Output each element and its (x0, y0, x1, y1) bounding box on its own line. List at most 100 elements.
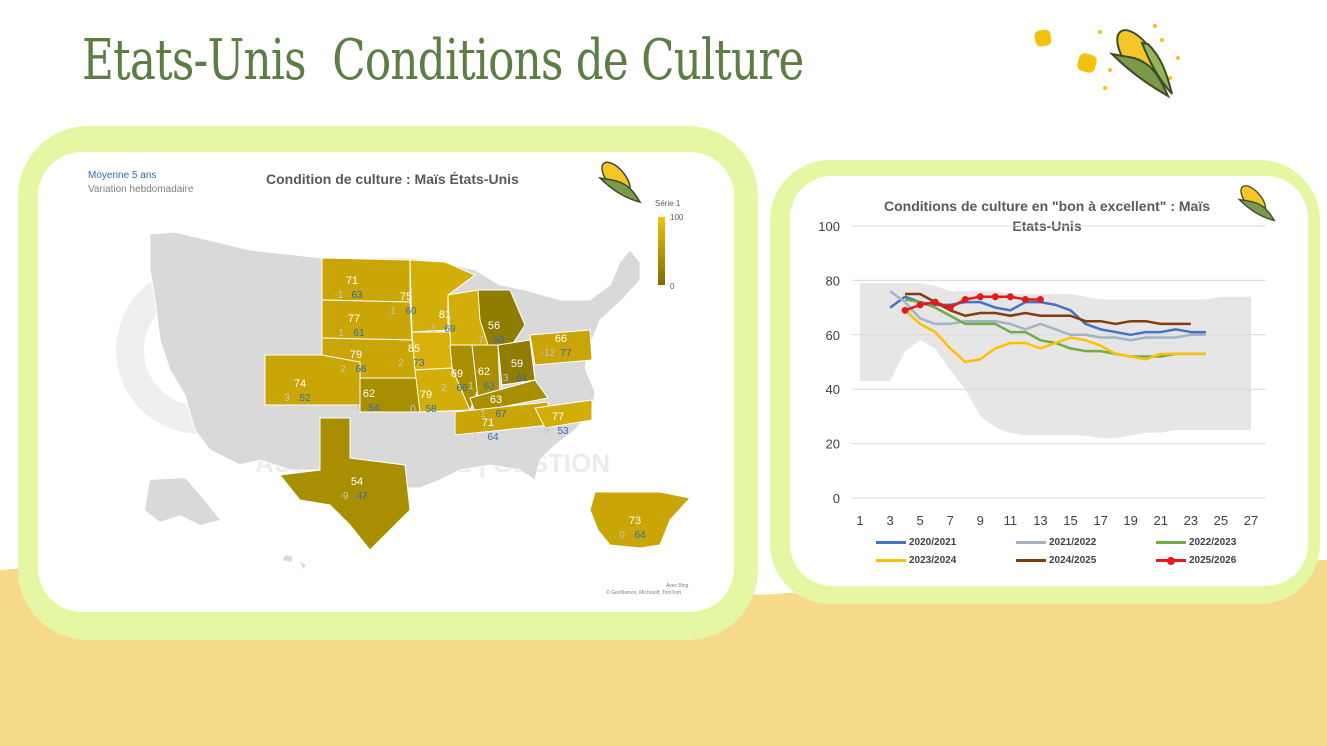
map-legend-max: 100 (670, 213, 684, 222)
state-value-label: 56 (488, 320, 500, 332)
series-marker (901, 306, 909, 314)
state-value-label: 66 (555, 333, 567, 345)
legend-swatch (876, 559, 906, 562)
x-tick-label: 15 (1063, 513, 1077, 528)
state-value-label: 62 (363, 388, 375, 400)
state-shapes (264, 257, 691, 551)
state-average-label: 52 (299, 393, 311, 404)
x-tick-label: 23 (1184, 513, 1198, 528)
legend-swatch (876, 541, 906, 544)
series-marker (916, 301, 924, 309)
x-tick-label: 19 (1123, 513, 1137, 528)
state-value-label: 71 (482, 417, 494, 429)
y-tick-label: 100 (818, 219, 840, 234)
state-value-label: 63 (490, 394, 502, 406)
state-average-label: 54 (368, 403, 380, 414)
map-subtitle-average: Moyenne 5 ans (88, 170, 157, 181)
series-marker (961, 295, 969, 303)
legend-swatch (1016, 559, 1046, 562)
series-line (905, 292, 1191, 326)
x-tick-label: 11 (1004, 513, 1018, 528)
legend-item: 2021/2022 (1016, 537, 1096, 548)
state-average-label: 64 (634, 530, 646, 541)
state-average-label: 61 (353, 328, 365, 339)
state-average-label: 64 (487, 432, 499, 443)
legend-item: 2023/2024 (876, 555, 956, 566)
state-value-label: 79 (420, 389, 432, 401)
x-tick-label: 9 (977, 513, 984, 528)
legend-swatch (1156, 541, 1186, 544)
state-value-label: 73 (629, 515, 641, 527)
x-tick-label: 1 (856, 513, 863, 528)
y-tick-label: 40 (826, 382, 840, 397)
page-title: Etats-Unis Conditions de Culture (82, 28, 830, 93)
series-line (904, 295, 1041, 312)
state-variation-label: 1 (468, 381, 474, 392)
state-value-label: 77 (348, 313, 360, 325)
series-line (889, 290, 1206, 342)
legend-label: 2022/2023 (1189, 537, 1237, 548)
state-value-label: 71 (346, 275, 358, 287)
state-variation-label: 1 (480, 409, 486, 420)
state-variation-label: 7 (478, 335, 484, 346)
state-value-label: 79 (350, 349, 362, 361)
state-variation-label: -8 (541, 426, 550, 437)
state-variation-label: 3 (284, 393, 290, 404)
state-average-label: 61 (516, 373, 528, 384)
state-variation-label: 0 (619, 530, 625, 541)
page-title-part1: Etats-Unis (82, 28, 307, 93)
state-average-label: 66 (355, 364, 367, 375)
state-pennsylvania (529, 329, 593, 366)
state-variation-label: 2 (398, 358, 404, 369)
chart-corn-icon (1237, 185, 1276, 222)
small-corn-icon (597, 161, 642, 204)
state-texas (279, 417, 411, 551)
state-average-label: 67 (495, 409, 507, 420)
state-value-label: 81 (439, 309, 451, 321)
state-average-label: 58 (493, 335, 505, 346)
state-variation-label: -12 (541, 348, 556, 359)
series-marker (931, 298, 939, 306)
state-colorado (264, 354, 361, 406)
state-average-label: 47 (356, 491, 368, 502)
x-tick-label: 13 (1033, 513, 1047, 528)
series-marker (991, 293, 999, 301)
state-value-label: 59 (511, 358, 523, 370)
x-tick-label: 3 (886, 513, 893, 528)
corn-logo-icon (1034, 24, 1180, 99)
state-value-label: 62 (478, 366, 490, 378)
state-variation-label: 2 (340, 364, 346, 375)
state-variation-label: 1 (338, 328, 344, 339)
state-variation-label: 1 (472, 432, 478, 443)
state-variation-label: -9 (340, 491, 349, 502)
legend-label: 2023/2024 (909, 555, 957, 566)
state-kentucky (469, 379, 549, 413)
legend-swatch (1156, 556, 1186, 565)
y-tick-label: 80 (826, 273, 840, 288)
map-legend-min: 0 (670, 282, 675, 291)
state-variation-label: 1 (390, 306, 396, 317)
state-variation-label: 2 (441, 383, 447, 394)
us-map: AUDIT | CONSEIL | GESTION 71-16375160771… (116, 231, 691, 569)
legend-item: 2022/2023 (1156, 537, 1236, 548)
map-subtitle-variation: Variation hebdomadaire (88, 184, 194, 195)
state-average-label: 60 (405, 306, 417, 317)
x-tick-label: 7 (947, 513, 954, 528)
state-average-label: 63 (351, 290, 363, 301)
y-tick-label: 60 (826, 328, 840, 343)
state-usa-total (589, 491, 691, 549)
legend-item: 2025/2026 (1156, 555, 1236, 566)
page-title-part2: Conditions de Culture (332, 28, 804, 93)
legend-label: 2025/2026 (1189, 555, 1237, 566)
state-average-label: 58 (425, 404, 437, 415)
x-tick-label: 25 (1214, 513, 1228, 528)
state-variation-label: -1 (428, 324, 437, 335)
y-tick-label: 20 (826, 437, 840, 452)
state-average-label: 77 (560, 348, 572, 359)
map-legend-colorbar (658, 217, 665, 285)
map-attribution-bing: Avec Bing (666, 583, 689, 589)
legend-label: 2021/2022 (1049, 537, 1097, 548)
map-attribution-credits: © GeoNames, Microsoft, TomTom (606, 590, 681, 596)
